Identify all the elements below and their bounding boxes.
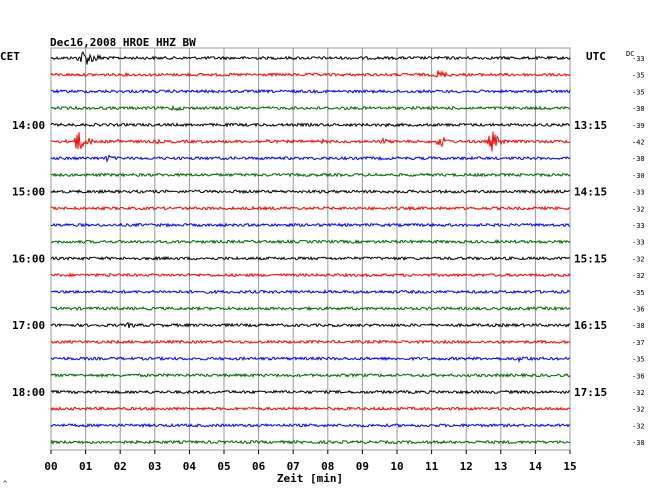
trace-line (50, 305, 571, 312)
trace-line (50, 69, 571, 78)
right-time-label: 15:15 (574, 252, 607, 265)
trace-line (50, 439, 571, 445)
trace-line (50, 154, 571, 163)
trace-line (50, 222, 571, 228)
trace-line (50, 239, 571, 245)
trace-line (50, 372, 571, 379)
x-tick-label: 12 (460, 460, 473, 473)
dc-offset-value: -32 (632, 205, 645, 213)
x-tick-label: 07 (287, 460, 300, 473)
trace-line (50, 104, 571, 112)
trace-line (50, 188, 571, 195)
plot-frame (50, 47, 571, 451)
trace-line (50, 339, 571, 345)
dc-offset-value: -35 (632, 72, 645, 80)
dc-offset-value: -32 (632, 389, 645, 397)
chart-title: Dec16,2008 HROE HHZ BW (50, 36, 196, 49)
right-time-labels: 13:15 14:15 15:15 16:15 17:15 (574, 119, 607, 399)
dc-offset-value: -33 (632, 55, 645, 63)
dc-offset-value: -39 (632, 122, 645, 130)
x-tick-label: 02 (114, 460, 127, 473)
dc-offset-value: -35 (632, 289, 645, 297)
x-tick-label: 15 (563, 460, 576, 473)
left-time-label: 15:00 (12, 186, 45, 199)
x-tick-label: 03 (148, 460, 161, 473)
x-tick-label: 14 (529, 460, 543, 473)
trace-line (50, 122, 570, 128)
trace-line (50, 205, 571, 212)
x-axis-tick-labels: 00 01 02 03 04 05 06 07 08 09 10 11 12 13 14 15 (44, 450, 577, 473)
dc-offset-value: -38 (632, 322, 645, 330)
right-time-label: 16:15 (574, 319, 607, 332)
x-tick-label: 06 (252, 460, 266, 473)
left-time-label: 16:00 (12, 252, 45, 265)
trace-line (50, 321, 571, 329)
dc-offset-value: -36 (632, 306, 645, 314)
trace-line (50, 406, 571, 412)
trace-line (50, 172, 571, 178)
dc-offset-value: -30 (632, 172, 645, 180)
dc-offset-value: -32 (632, 255, 645, 263)
dc-offset-value: -37 (632, 339, 645, 347)
x-tick-label: 01 (79, 460, 93, 473)
x-tick-label: 13 (494, 460, 507, 473)
dc-offset-value: -36 (632, 372, 645, 380)
dc-offset-value: -32 (632, 406, 645, 414)
trace-line (51, 88, 571, 95)
left-time-label: 18:00 (12, 386, 45, 399)
trace-line (50, 255, 571, 262)
trace-line (50, 51, 571, 65)
dc-offset-values: -33 -35 -35 -38 -39 -42 -38 -30 -33 -32 -33 -33 -32 -… (632, 55, 645, 447)
trace-line (50, 355, 571, 364)
left-time-labels: 14:00 15:00 16:00 17:00 18:00 (12, 119, 45, 399)
right-timezone-label: UTC (586, 50, 606, 63)
corner-mark: ^ (3, 480, 7, 488)
dc-offset-value: -32 (632, 422, 645, 430)
dc-offset-value: -38 (632, 105, 645, 113)
left-timezone-label: CET (0, 50, 20, 63)
dc-offset-header: DC (626, 50, 634, 58)
trace-line (50, 272, 571, 278)
dc-offset-value: -38 (632, 439, 645, 447)
right-time-label: 17:15 (574, 386, 607, 399)
dc-offset-value: -35 (632, 356, 645, 364)
right-time-label: 13:15 (574, 119, 607, 132)
x-tick-label: 04 (183, 460, 197, 473)
x-tick-label: 10 (390, 460, 403, 473)
trace-line (50, 422, 571, 429)
left-time-label: 14:00 (12, 119, 45, 132)
right-time-label: 14:15 (574, 186, 607, 199)
x-tick-label: 08 (321, 460, 334, 473)
x-tick-label: 11 (425, 460, 439, 473)
dc-offset-value: -33 (632, 189, 645, 197)
seismogram-traces (50, 51, 571, 445)
trace-line (50, 289, 571, 295)
dc-offset-value: -33 (632, 222, 645, 230)
trace-line (50, 131, 571, 152)
dc-offset-value: -33 (632, 239, 645, 247)
plot-grid (50, 47, 571, 451)
x-tick-label: 00 (44, 460, 57, 473)
dc-offset-value: -32 (632, 272, 645, 280)
x-tick-label: 09 (356, 460, 369, 473)
trace-line (50, 389, 571, 395)
dc-offset-value: -42 (632, 139, 645, 147)
dc-offset-value: -38 (632, 155, 645, 163)
x-axis-label: Zeit [min] (277, 472, 343, 485)
left-time-label: 17:00 (12, 319, 45, 332)
x-tick-label: 05 (217, 460, 230, 473)
dc-offset-value: -35 (632, 88, 645, 96)
